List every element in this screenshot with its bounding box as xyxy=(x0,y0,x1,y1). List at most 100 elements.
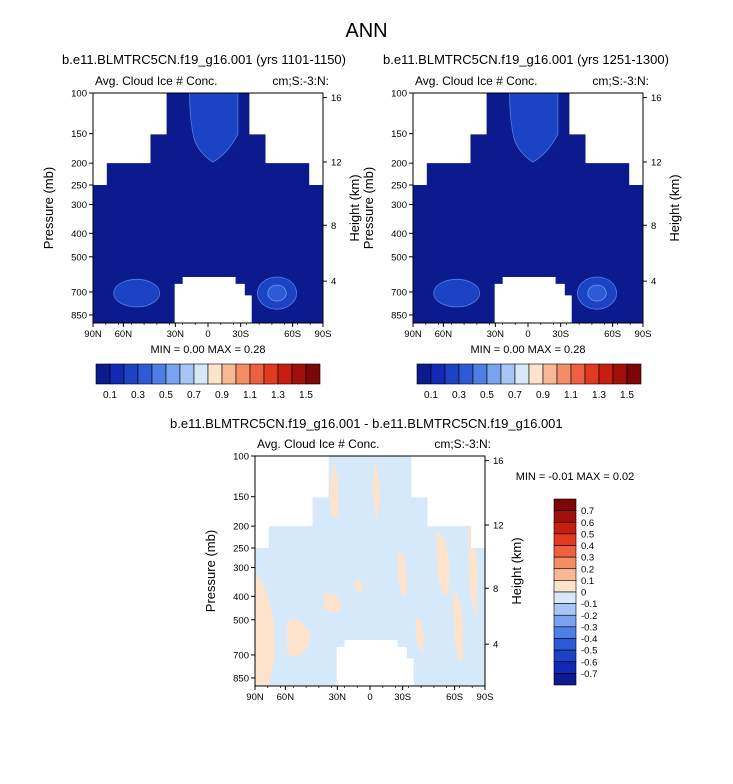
panel1-colorbar-label: 0.9 xyxy=(215,390,229,401)
panel3-ytick-label: 250 xyxy=(233,544,249,555)
panel3-mask xyxy=(255,456,329,548)
panel1-ytick-label: 300 xyxy=(71,200,87,211)
panel3-frame xyxy=(254,455,486,687)
panel3-title: b.e11.BLMTRC5CN.f19_g16.001 - b.e11.BLMT… xyxy=(170,416,563,431)
panel3-colorbar-label: 0 xyxy=(581,588,586,599)
panel1-colorbar-box xyxy=(291,363,307,385)
panel2-ylabel: Pressure (mb) xyxy=(361,167,376,249)
panel3-colorbar-label: 0.6 xyxy=(581,518,594,529)
panel2-colorbar-box xyxy=(556,363,572,385)
panel2-xtick-label: 90N xyxy=(404,329,422,340)
panel3-left-label: Avg. Cloud Ice # Conc. xyxy=(257,437,380,451)
panel1-colorbar-label: 1.1 xyxy=(243,390,257,401)
panel1-ytick-label: 500 xyxy=(71,252,87,263)
panel1-colorbar-label: 1.3 xyxy=(271,390,285,401)
panel1-colorbar-box xyxy=(95,363,111,385)
panel1-xtick-label: 30S xyxy=(232,329,249,340)
panel2-colorbar-box xyxy=(612,363,628,385)
panel3-ytick-label: 500 xyxy=(233,615,249,626)
panel2-colorbar-box xyxy=(626,363,642,385)
panel2-y2tick-label: 16 xyxy=(651,93,662,104)
panel2-colorbar-box xyxy=(500,363,516,385)
panel1-ylabel-right: Height (km) xyxy=(347,174,362,241)
panel2-colorbar-label: 1.5 xyxy=(620,390,634,401)
panel3-mask xyxy=(336,640,414,686)
panel2-title: b.e11.BLMTRC5CN.f19_g16.001 (yrs 1251-13… xyxy=(383,52,669,67)
panel3-colorbar-label: -0.6 xyxy=(581,657,597,668)
panel1-colorbar-box xyxy=(235,363,251,385)
panel3-colorbar-box xyxy=(553,614,577,628)
panel2-colorbar-box xyxy=(444,363,460,385)
panel2-upper-max xyxy=(509,92,559,163)
panel3-colorbar-box xyxy=(553,510,577,523)
panel3-ytick-label: 850 xyxy=(233,673,249,684)
panel3-positive-region xyxy=(330,460,339,516)
panel1-ytick-label: 700 xyxy=(71,287,87,298)
panel3-positive-region xyxy=(287,618,311,657)
panel1-frame xyxy=(92,92,324,324)
panel1-stats: MIN = 0.00 MAX = 0.28 xyxy=(151,344,266,356)
panel1-mask xyxy=(249,93,323,185)
panel3-colorbar-label: -0.2 xyxy=(581,611,597,622)
panel1-y2tick-label: 4 xyxy=(331,277,336,288)
panel3-colorbar-label: 0.4 xyxy=(581,541,594,552)
panel3-y2tick-label: 12 xyxy=(493,521,504,532)
panel1-colorbar-box xyxy=(151,363,167,385)
main-title: ANN xyxy=(345,20,388,42)
panel1-colorbar-label: 1.5 xyxy=(299,390,313,401)
panel1-xtick-label: 90S xyxy=(315,329,332,340)
panel3-positive-region xyxy=(415,617,424,654)
panel3-positive-region xyxy=(353,580,364,593)
panel2-colorbar-box xyxy=(430,363,446,385)
panel1-colorbar-label: 0.1 xyxy=(103,390,117,401)
panel2-xtick-label: 90S xyxy=(635,329,652,340)
panel1-y2tick-label: 16 xyxy=(331,93,342,104)
panel2-colorbar-label: 0.7 xyxy=(508,390,522,401)
panel2-ytick-label: 300 xyxy=(391,200,407,211)
panel1-mask xyxy=(93,93,167,185)
panel2-ytick-label: 500 xyxy=(391,252,407,263)
panel3-colorbar-box xyxy=(553,545,577,558)
panel3-colorbar-box xyxy=(553,498,577,511)
panel3-colorbar-label: -0.7 xyxy=(581,669,597,680)
panel3-colorbar-label: 0.1 xyxy=(581,576,594,587)
panel1-colorbar-box xyxy=(221,363,237,385)
panel1-xtick-label: 60N xyxy=(115,329,133,340)
panel3-colorbar-label: -0.1 xyxy=(581,599,597,610)
panel3-xtick-label: 60S xyxy=(446,692,463,703)
panel2-colorbar-label: 0.9 xyxy=(536,390,550,401)
panel2-y2tick-label: 12 xyxy=(651,158,662,169)
panel1-ytick-label: 150 xyxy=(71,129,87,140)
panel1-y2tick-label: 12 xyxy=(331,158,342,169)
panel2-stats: MIN = 0.00 MAX = 0.28 xyxy=(471,344,586,356)
panel1-title: b.e11.BLMTRC5CN.f19_g16.001 (yrs 1101-11… xyxy=(62,52,346,67)
panel3-y2tick-label: 16 xyxy=(493,456,504,467)
panel2-colorbar-box xyxy=(416,363,432,385)
panel3-colorbar-label: 0.3 xyxy=(581,553,594,564)
panel1-mask xyxy=(174,277,252,323)
panel1-colorbar-box xyxy=(207,363,223,385)
panel1-ytick-label: 250 xyxy=(71,181,87,192)
panel1-colorbar-label: 0.3 xyxy=(131,390,145,401)
panel3-xtick-label: 0 xyxy=(367,692,372,703)
panel2-colorbar-box xyxy=(570,363,586,385)
panel3-ylabel: Pressure (mb) xyxy=(203,530,218,612)
panel1-ylabel: Pressure (mb) xyxy=(41,167,56,249)
panel1-low-max-nh xyxy=(113,278,161,308)
panel2-colorbar-box xyxy=(598,363,614,385)
panel3-colorbar-label: -0.5 xyxy=(581,646,597,657)
panel3-mask xyxy=(411,456,485,548)
panel3-colorbar-box xyxy=(553,556,577,570)
panel2-colorbar-box xyxy=(542,363,558,385)
panel3-colorbar-label: 0.5 xyxy=(581,529,594,540)
panel2-ytick-label: 100 xyxy=(391,89,407,100)
panel3-positive-region xyxy=(255,571,275,686)
panel2-mask xyxy=(413,93,487,185)
panel2-frame xyxy=(412,92,644,324)
panel1-colorbar-box xyxy=(193,363,209,385)
panel3-ytick-label: 400 xyxy=(233,592,249,603)
panel2-colorbar-box xyxy=(472,363,488,385)
panel1-colorbar-box xyxy=(249,363,265,385)
panel1-colorbar-box xyxy=(277,363,293,385)
